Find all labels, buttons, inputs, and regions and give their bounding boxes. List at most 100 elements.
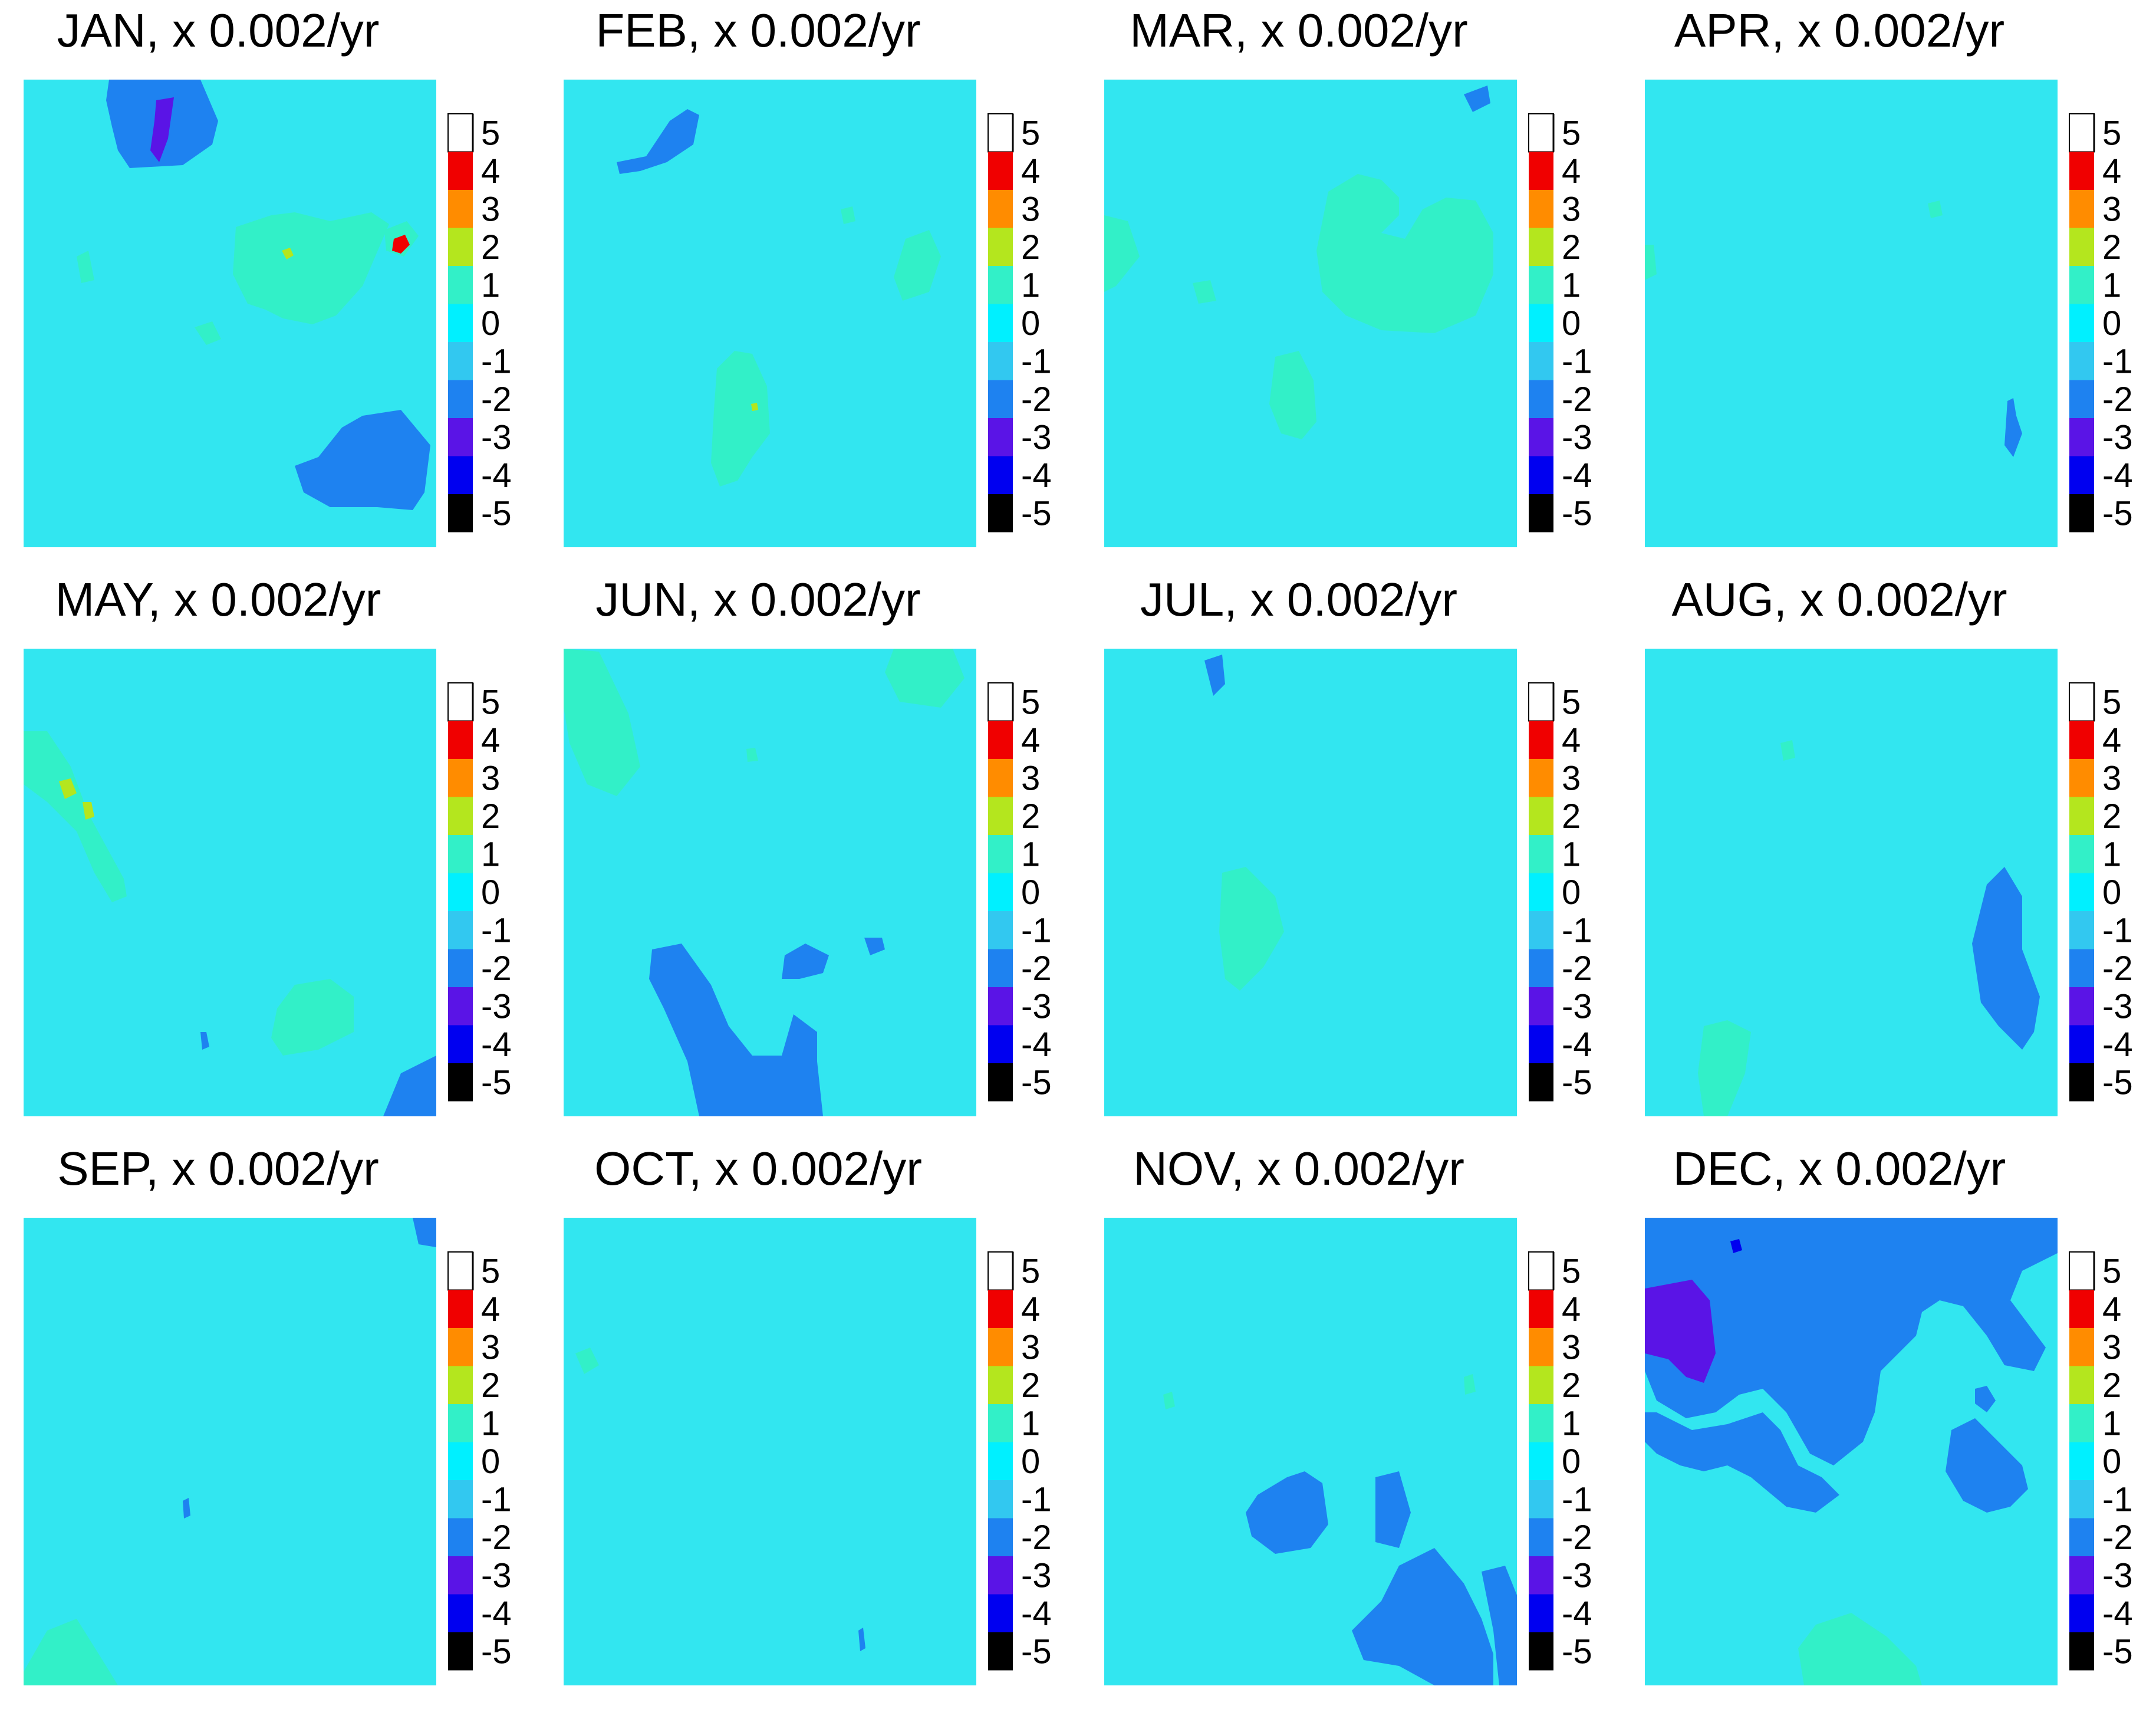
colorbar-swatch — [448, 190, 473, 228]
contour-region — [1798, 1613, 1922, 1685]
colorbar-tick-label: 1 — [1562, 266, 1581, 304]
colorbar-tick-label: 5 — [481, 114, 500, 152]
colorbar-swatch — [2069, 1366, 2094, 1404]
colorbar-tick-label: 4 — [481, 152, 500, 190]
contour-region — [1780, 740, 1795, 761]
contour-region — [1219, 867, 1284, 991]
colorbar: 5 4 3 2 1 0 -1 -2 -3 -4 -5 — [2069, 1251, 2152, 1688]
contour-region — [282, 248, 294, 259]
colorbar-swatch — [448, 342, 473, 380]
colorbar-swatch — [1529, 266, 1553, 304]
contour-map-svg — [1104, 80, 1517, 547]
contour-region — [1193, 280, 1216, 304]
colorbar-swatch — [2069, 304, 2094, 342]
panel-title: FEB, x 0.002/yr — [595, 4, 921, 57]
colorbar-swatch — [448, 911, 473, 949]
contour-map — [1645, 649, 2058, 1116]
contour-region — [1464, 1374, 1476, 1395]
contour-region — [1645, 1412, 1839, 1513]
colorbar-swatch — [988, 873, 1013, 911]
contour-region — [1482, 1566, 1517, 1685]
colorbar-swatch — [448, 494, 473, 533]
colorbar-swatch — [1529, 304, 1553, 342]
colorbar-tick-label: 5 — [481, 1252, 500, 1290]
colorbar-tick-label: 1 — [481, 266, 500, 304]
colorbar-tick-label: 1 — [2102, 1404, 2121, 1442]
colorbar-tick-label: -4 — [1021, 456, 1052, 495]
panel-title: JAN, x 0.002/yr — [57, 4, 380, 57]
panel-title: JUN, x 0.002/yr — [595, 573, 921, 626]
colorbar-swatch — [448, 1404, 473, 1442]
colorbar-swatch — [2069, 456, 2094, 494]
contour-region — [195, 321, 221, 345]
colorbar-tick-label: -3 — [1562, 987, 1592, 1026]
colorbar-swatch — [447, 682, 473, 722]
colorbar-tick-label: -4 — [2102, 1026, 2133, 1064]
contour-region — [295, 410, 430, 510]
colorbar-tick-label: -4 — [2102, 1595, 2133, 1633]
colorbar-swatch — [2069, 835, 2094, 873]
colorbar-tick-label: 2 — [1562, 797, 1581, 836]
colorbar-tick-label: -4 — [481, 456, 512, 495]
colorbar-swatch — [2069, 1025, 2094, 1063]
colorbar-swatch — [448, 1594, 473, 1632]
colorbar-tick-label: 4 — [1021, 1290, 1040, 1329]
colorbar-tick-label: 0 — [481, 873, 500, 912]
colorbar-tick-label: -5 — [1562, 494, 1592, 533]
contour-map-svg — [1104, 1218, 1517, 1685]
contour-region — [1375, 1471, 1411, 1548]
colorbar-tick-label: 5 — [2102, 683, 2121, 721]
colorbar-swatch — [2069, 228, 2094, 266]
colorbar-tick-label: 3 — [481, 1328, 500, 1366]
colorbar-tick-label: 0 — [2102, 304, 2121, 343]
colorbar-swatch — [1529, 721, 1553, 759]
panel-feb: FEB, x 0.002/yr 5 4 3 2 1 0 -1 -2 -3 -4 -5 — [540, 0, 1071, 566]
colorbar-swatch — [448, 759, 473, 797]
colorbar-tick-label: 3 — [481, 759, 500, 797]
colorbar-tick-label: 5 — [1562, 1252, 1581, 1290]
colorbar-swatch — [988, 494, 1013, 533]
contour-map-svg — [1645, 80, 2058, 547]
colorbar-tick-label: -2 — [1021, 1518, 1052, 1557]
colorbar-swatch — [2069, 1290, 2094, 1328]
contour-region — [841, 206, 855, 224]
colorbar-swatch — [1529, 759, 1553, 797]
contour-map — [1104, 649, 1517, 1116]
colorbar-swatch — [988, 721, 1013, 759]
contour-map-svg — [24, 1218, 436, 1685]
contour-region — [77, 251, 94, 283]
colorbar-tick-label: 4 — [2102, 721, 2121, 760]
colorbar-tick-label: -1 — [1562, 1480, 1592, 1518]
colorbar-tick-label: 5 — [1562, 683, 1581, 721]
colorbar-swatch — [1529, 380, 1553, 418]
colorbar-swatch — [988, 1594, 1013, 1632]
colorbar-swatch — [988, 682, 1013, 722]
contour-map — [24, 1218, 436, 1685]
contour-region — [711, 351, 770, 487]
colorbar-swatch — [2069, 1442, 2094, 1480]
colorbar: 5 4 3 2 1 0 -1 -2 -3 -4 -5 — [447, 113, 531, 550]
colorbar-swatch — [1529, 797, 1553, 835]
colorbar: 5 4 3 2 1 0 -1 -2 -3 -4 -5 — [447, 1251, 531, 1688]
contour-region — [864, 938, 885, 955]
colorbar: 5 4 3 2 1 0 -1 -2 -3 -4 -5 — [1528, 682, 1611, 1119]
colorbar-swatch — [988, 835, 1013, 873]
panel-sep: SEP, x 0.002/yr 5 4 3 2 1 0 -1 -2 -3 -4 -5 — [0, 1138, 531, 1704]
colorbar-tick-label: -1 — [1562, 911, 1592, 949]
colorbar-swatch — [1528, 113, 1554, 153]
contour-region — [392, 235, 410, 254]
panel-mar: MAR, x 0.002/yr 5 4 3 2 1 0 -1 -2 -3 -4 -5 — [1081, 0, 1611, 566]
colorbar-swatch — [448, 228, 473, 266]
colorbar-swatch — [448, 987, 473, 1026]
contour-region — [1645, 1218, 2058, 1465]
colorbar-swatch — [988, 1328, 1013, 1366]
colorbar-tick-label: 3 — [1562, 1328, 1581, 1366]
colorbar-tick-label: 1 — [1021, 266, 1040, 304]
colorbar-tick-label: -3 — [1562, 1556, 1592, 1595]
contour-region — [1269, 351, 1316, 439]
background-field — [1645, 80, 2058, 547]
colorbar-swatch — [2069, 1063, 2094, 1102]
panel-title: AUG, x 0.002/yr — [1671, 573, 2007, 626]
panel-aug: AUG, x 0.002/yr 5 4 3 2 1 0 -1 -2 -3 -4 -5 — [1621, 569, 2152, 1135]
